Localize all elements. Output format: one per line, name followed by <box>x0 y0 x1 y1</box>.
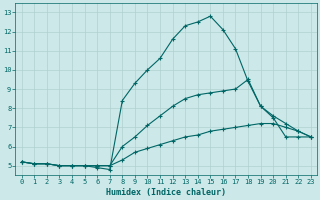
X-axis label: Humidex (Indice chaleur): Humidex (Indice chaleur) <box>106 188 226 197</box>
